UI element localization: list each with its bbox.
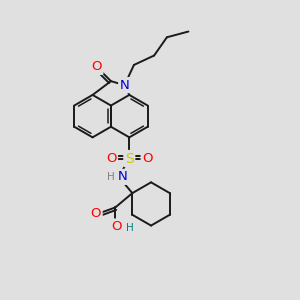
Text: S: S	[125, 152, 134, 166]
Text: N: N	[118, 170, 128, 183]
Text: O: O	[112, 220, 122, 233]
Text: H: H	[106, 172, 114, 182]
Text: O: O	[92, 60, 102, 74]
Text: O: O	[142, 152, 153, 165]
Text: O: O	[91, 208, 101, 220]
Text: H: H	[126, 223, 134, 233]
Text: H: H	[106, 172, 114, 182]
Text: O: O	[106, 152, 116, 165]
Text: N: N	[120, 79, 129, 92]
Text: O: O	[112, 220, 122, 233]
Text: O: O	[91, 208, 101, 220]
Text: O: O	[92, 60, 102, 74]
Text: O: O	[142, 152, 153, 165]
Text: N: N	[120, 79, 129, 92]
Text: H: H	[126, 223, 134, 233]
Text: S: S	[125, 152, 134, 166]
Text: O: O	[106, 152, 116, 165]
Text: N: N	[118, 170, 128, 183]
